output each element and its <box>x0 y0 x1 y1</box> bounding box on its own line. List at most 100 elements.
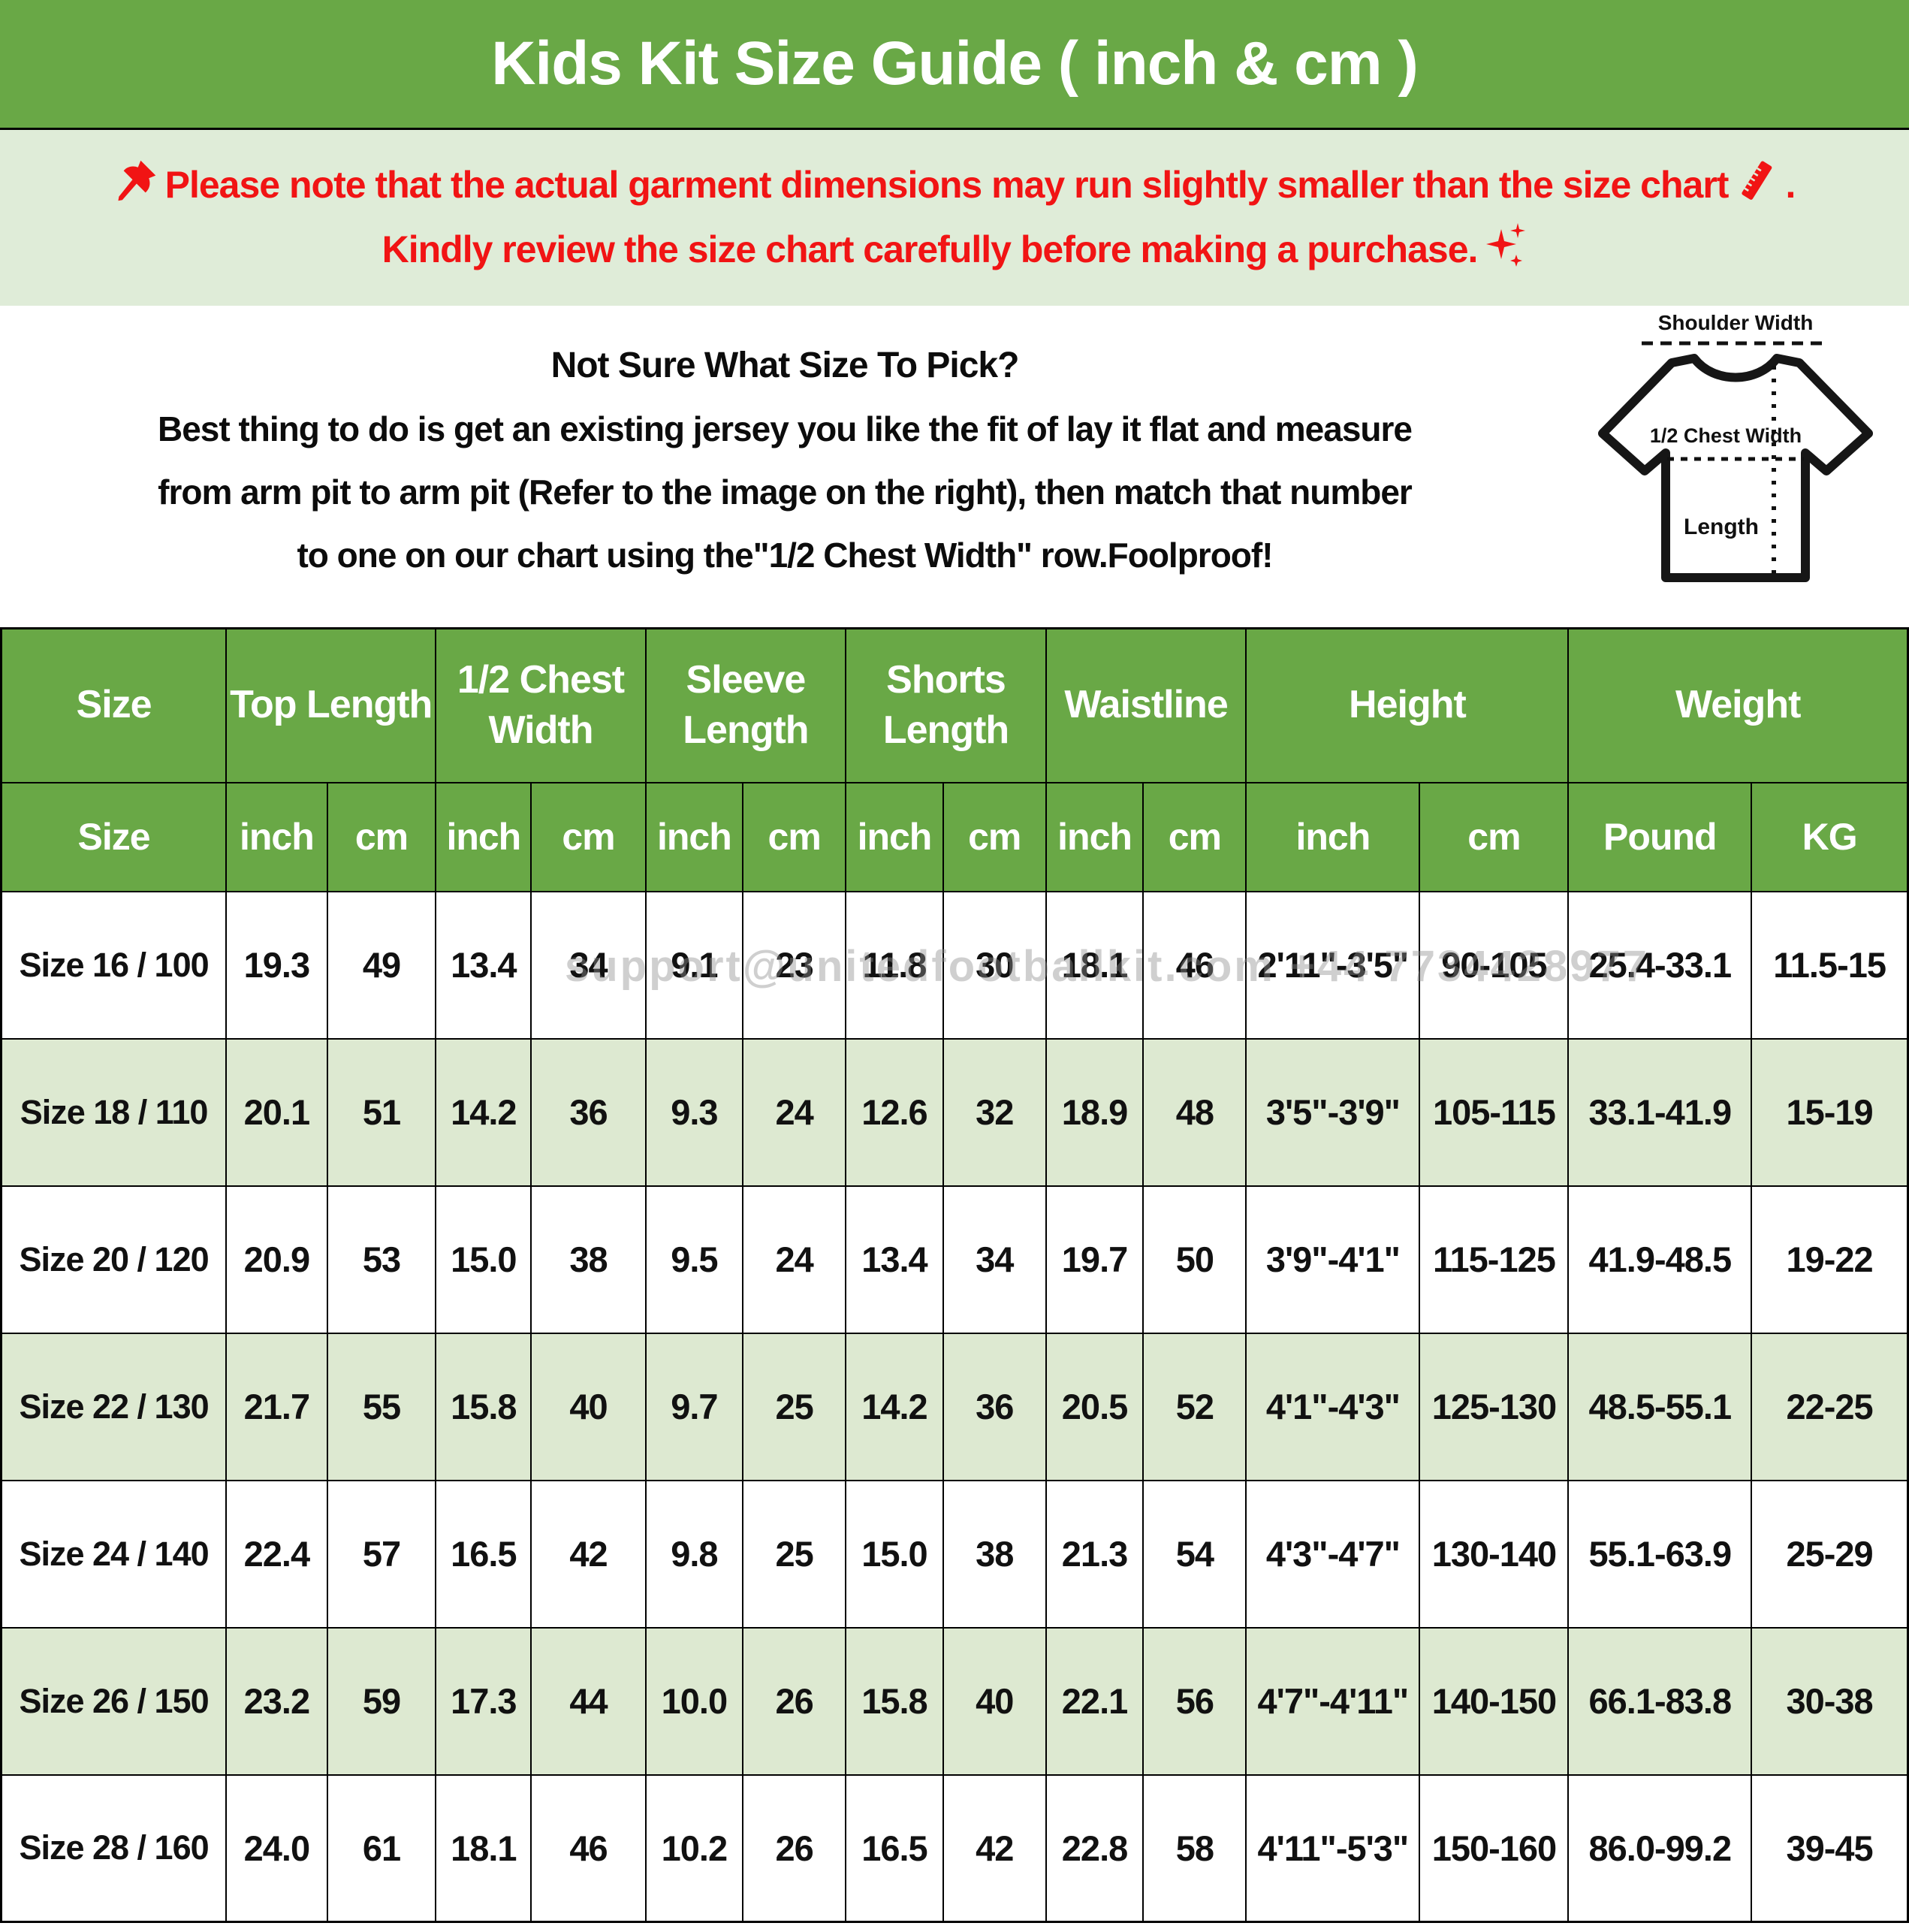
measurement-cell: 140-150 <box>1419 1626 1570 1776</box>
unit-header: inch <box>225 781 328 892</box>
measurement-cell: 34 <box>942 1185 1047 1334</box>
measurement-cell: 46 <box>1142 890 1247 1040</box>
measurement-cell: 125-130 <box>1419 1332 1570 1481</box>
col-group-top-length: Top Length <box>225 627 437 783</box>
unit-header: cm <box>326 781 437 892</box>
notice-line-1-period: . <box>1785 164 1796 206</box>
unit-header: cm <box>530 781 647 892</box>
notice-line-2: Kindly review the size chart carefully b… <box>0 222 1909 277</box>
measurement-cell: 40 <box>530 1332 647 1481</box>
table-row: Size 20 / 120 20.9 53 15.0 38 9.5 24 13.4 34 19.7… <box>0 1185 1909 1334</box>
ruler-icon <box>1736 159 1778 210</box>
measurement-cell: 24 <box>742 1037 847 1187</box>
measurement-cell: 9.5 <box>644 1185 744 1334</box>
measurement-cell: 25.4-33.1 <box>1567 890 1753 1040</box>
measurement-cell: 22.8 <box>1045 1774 1144 1923</box>
table-unit-header-row: Size inch cm inch cm inch cm inch cm inc… <box>0 781 1909 892</box>
measurement-cell: 42 <box>530 1479 647 1629</box>
col-group-height: Height <box>1245 627 1570 783</box>
measurement-cell: 16.5 <box>845 1774 944 1923</box>
measurement-cell: 130-140 <box>1419 1479 1570 1629</box>
measurement-cell: 38 <box>530 1185 647 1334</box>
measurement-cell: 40 <box>942 1626 1047 1776</box>
measurement-cell: 15.8 <box>845 1626 944 1776</box>
measurement-cell: 4'1"-4'3" <box>1245 1332 1421 1481</box>
chest-width-label: 1/2 Chest Width <box>1650 424 1802 447</box>
unit-header: inch <box>845 781 944 892</box>
howto-line-2: from arm pit to arm pit (Refer to the im… <box>158 472 1413 512</box>
howto-line-3: to one on our chart using the"1/2 Chest … <box>297 535 1273 575</box>
howto-text: Not Sure What Size To Pick? Best thing t… <box>0 333 1570 587</box>
measurement-cell: 54 <box>1142 1479 1247 1629</box>
col-group-weight: Weight <box>1567 627 1909 783</box>
size-label-cell: Size 16 / 100 <box>0 890 228 1040</box>
measurement-cell: 52 <box>1142 1332 1247 1481</box>
measurement-cell: 59 <box>326 1626 437 1776</box>
length-label: Length <box>1684 515 1759 539</box>
table-row: Size 22 / 130 21.7 55 15.8 40 9.7 25 14.2 36 20.5… <box>0 1332 1909 1481</box>
measurement-cell: 90-105 <box>1419 890 1570 1040</box>
measurement-cell: 15.0 <box>435 1185 532 1334</box>
size-label-cell: Size 22 / 130 <box>0 1332 228 1481</box>
measurement-cell: 105-115 <box>1419 1037 1570 1187</box>
unit-header: cm <box>742 781 847 892</box>
measurement-cell: 86.0-99.2 <box>1567 1774 1753 1923</box>
measurement-cell: 16.5 <box>435 1479 532 1629</box>
howto-heading: Not Sure What Size To Pick? <box>550 346 1020 385</box>
measurement-cell: 26 <box>742 1626 847 1776</box>
measurement-cell: 57 <box>326 1479 437 1629</box>
measurement-cell: 10.2 <box>644 1774 744 1923</box>
measurement-cell: 61 <box>326 1774 437 1923</box>
col-group-waistline: Waistline <box>1045 627 1247 783</box>
notice-banner: Please note that the actual garment dime… <box>0 130 1909 306</box>
col-group-shorts-length: Shorts Length <box>845 627 1047 783</box>
measurement-cell: 25 <box>742 1332 847 1481</box>
measurement-cell: 20.5 <box>1045 1332 1144 1481</box>
measurement-cell: 44 <box>530 1626 647 1776</box>
measurement-cell: 58 <box>1142 1774 1247 1923</box>
measurement-cell: 38 <box>942 1479 1047 1629</box>
measurement-cell: 15.8 <box>435 1332 532 1481</box>
measurement-cell: 18.9 <box>1045 1037 1144 1187</box>
measurement-cell: 14.2 <box>845 1332 944 1481</box>
measurement-cell: 46 <box>530 1774 647 1923</box>
measurement-cell: 36 <box>530 1037 647 1187</box>
size-label-cell: Size 18 / 110 <box>0 1037 228 1187</box>
measurement-cell: 21.3 <box>1045 1479 1144 1629</box>
measurement-cell: 23.2 <box>225 1626 328 1776</box>
measurement-cell: 11.5-15 <box>1751 890 1909 1040</box>
measurement-cell: 21.7 <box>225 1332 328 1481</box>
measurement-cell: 2'11"-3'5" <box>1245 890 1421 1040</box>
measurement-cell: 10.0 <box>644 1626 744 1776</box>
col-group-chest-width: 1/2 Chest Width <box>435 627 647 783</box>
measurement-cell: 3'5"-3'9" <box>1245 1037 1421 1187</box>
measurement-cell: 25-29 <box>1751 1479 1909 1629</box>
unit-header: inch <box>644 781 744 892</box>
measurement-cell: 19-22 <box>1751 1185 1909 1334</box>
measurement-cell: 24.0 <box>225 1774 328 1923</box>
measurement-cell: 41.9-48.5 <box>1567 1185 1753 1334</box>
size-label-cell: Size 24 / 140 <box>0 1479 228 1629</box>
page-title: Kids Kit Size Guide ( inch & cm ) <box>491 29 1419 98</box>
measurement-cell: 33.1-41.9 <box>1567 1037 1753 1187</box>
measurement-cell: 56 <box>1142 1626 1247 1776</box>
measurement-cell: 36 <box>942 1332 1047 1481</box>
measurement-cell: 22.4 <box>225 1479 328 1629</box>
measurement-cell: 25 <box>742 1479 847 1629</box>
notice-line-1-text: Please note that the actual garment dime… <box>164 164 1730 206</box>
measurement-cell: 15-19 <box>1751 1037 1909 1187</box>
measurement-cell: 115-125 <box>1419 1185 1570 1334</box>
measurement-cell: 39-45 <box>1751 1774 1909 1923</box>
measurement-cell: 13.4 <box>845 1185 944 1334</box>
measurement-cell: 3'9"-4'1" <box>1245 1185 1421 1334</box>
measurement-cell: 26 <box>742 1774 847 1923</box>
measurement-cell: 13.4 <box>435 890 532 1040</box>
title-bar: Kids Kit Size Guide ( inch & cm ) <box>0 0 1909 130</box>
size-table-section: Size Top Length 1/2 Chest Width Sleeve L… <box>0 627 1909 1932</box>
unit-header: cm <box>942 781 1047 892</box>
measurement-cell: 150-160 <box>1419 1774 1570 1923</box>
measurement-cell: 66.1-83.8 <box>1567 1626 1753 1776</box>
col-group-sleeve-length: Sleeve Length <box>644 627 847 783</box>
table-row: Size 24 / 140 22.4 57 16.5 42 9.8 25 15.0 38 21.3… <box>0 1479 1909 1629</box>
